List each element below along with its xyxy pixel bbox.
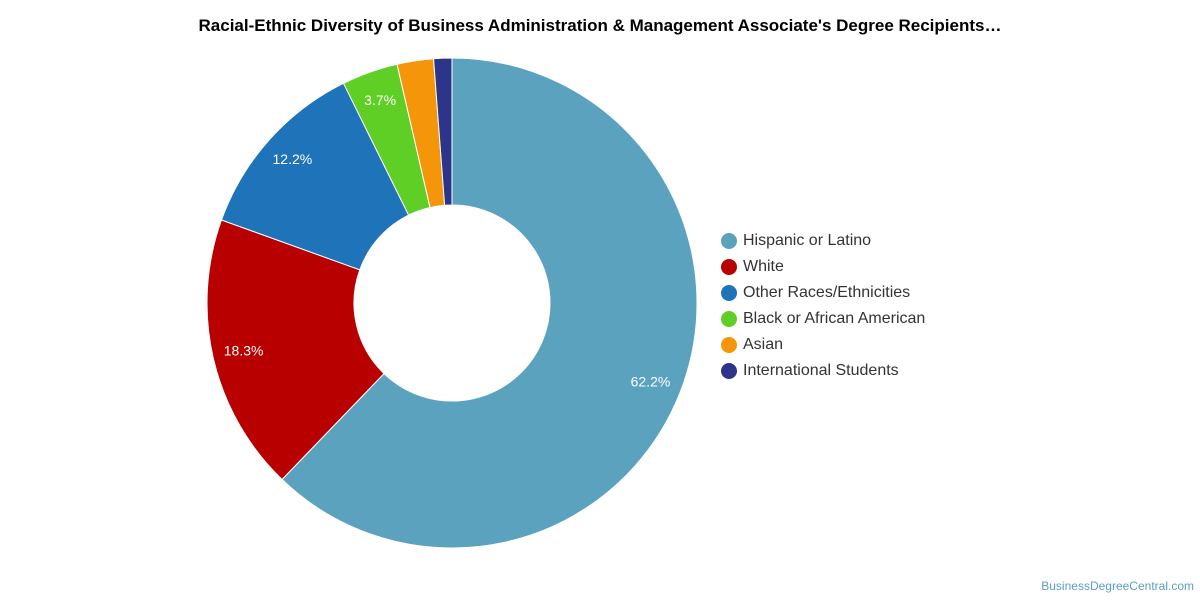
legend-item[interactable]: Hispanic or Latino [721, 228, 925, 254]
slice-value-label: 12.2% [273, 151, 313, 167]
legend-swatch-icon [721, 337, 737, 353]
pie-slice-hispanic-or-latino[interactable] [281, 57, 698, 549]
legend-label: Other Races/Ethnicities [743, 284, 911, 301]
legend-swatch-icon [721, 285, 737, 301]
legend-label: International Students [743, 362, 899, 379]
pie-slice-white[interactable] [206, 219, 385, 481]
source-credit[interactable]: BusinessDegreeCentral.com [1041, 579, 1194, 593]
legend-item[interactable]: Black or African American [721, 306, 925, 332]
legend-item[interactable]: Other Races/Ethnicities [721, 280, 925, 306]
chart-title: Racial-Ethnic Diversity of Business Admi… [198, 16, 1002, 35]
legend-swatch-icon [721, 311, 737, 327]
legend-swatch-icon [721, 233, 737, 249]
slice-value-label: 18.3% [224, 342, 264, 358]
legend-item[interactable]: Asian [721, 332, 925, 358]
legend-label: Hispanic or Latino [743, 232, 872, 249]
legend-label: White [743, 258, 784, 275]
pie-slice-other-races-ethnicities[interactable] [220, 82, 410, 271]
legend-item[interactable]: White [721, 254, 925, 280]
legend-item[interactable]: International Students [721, 358, 925, 384]
legend-label: Black or African American [743, 310, 926, 327]
slice-value-label: 62.2% [631, 374, 671, 390]
pie-slice-international-students[interactable] [433, 57, 453, 206]
legend-label: Asian [743, 336, 784, 353]
chart-legend: Hispanic or Latino White Other Races/Ethni… [721, 228, 925, 384]
slice-value-label: 3.7% [364, 92, 396, 108]
legend-swatch-icon [721, 259, 737, 275]
legend-swatch-icon [721, 363, 737, 379]
